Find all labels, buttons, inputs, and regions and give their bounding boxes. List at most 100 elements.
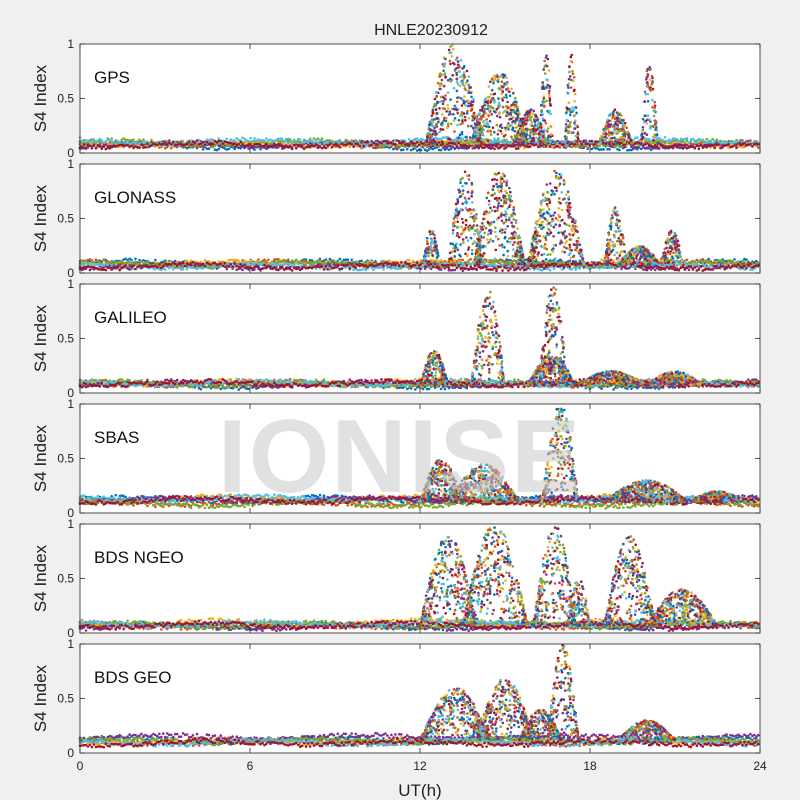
data-point	[652, 138, 655, 142]
data-point	[646, 81, 649, 84]
data-point	[314, 143, 318, 147]
data-point	[446, 91, 450, 94]
data-point	[499, 74, 503, 78]
data-point	[623, 130, 626, 134]
data-point	[464, 88, 468, 92]
data-point	[528, 116, 532, 119]
data-point	[501, 85, 505, 89]
data-point	[235, 137, 238, 140]
data-point	[496, 80, 500, 83]
data-point	[545, 78, 549, 81]
data-point	[673, 139, 677, 142]
data-point	[648, 118, 651, 121]
data-point	[612, 110, 616, 113]
data-point	[574, 106, 577, 109]
data-point	[542, 68, 545, 71]
data-point	[630, 141, 633, 145]
data-point	[602, 148, 605, 151]
data-point	[636, 148, 639, 151]
data-point	[435, 132, 439, 135]
data-point	[330, 139, 334, 143]
data-point	[528, 145, 532, 148]
data-point	[453, 117, 457, 120]
data-point	[520, 132, 524, 136]
data-point	[437, 141, 441, 144]
data-point	[456, 63, 460, 67]
data-point	[431, 121, 435, 125]
data-point	[330, 145, 334, 149]
data-point	[287, 137, 290, 141]
data-point	[567, 101, 571, 105]
data-point	[565, 135, 568, 139]
data-point	[444, 76, 447, 79]
data-point	[464, 81, 468, 85]
data-point	[681, 147, 685, 150]
data-point	[580, 143, 584, 146]
data-point	[441, 102, 445, 106]
data-point	[534, 123, 537, 127]
data-point	[350, 139, 354, 142]
data-point	[380, 146, 383, 149]
data-point	[511, 128, 514, 132]
data-point	[475, 117, 479, 120]
data-point	[185, 142, 189, 145]
data-point	[640, 137, 643, 141]
data-point	[567, 77, 571, 81]
data-point	[310, 140, 314, 143]
data-point	[449, 98, 452, 101]
data-point	[237, 259, 240, 263]
data-point	[479, 144, 482, 148]
data-point	[493, 99, 496, 102]
data-point	[575, 142, 579, 145]
data-point	[540, 108, 544, 112]
data-point	[154, 258, 157, 262]
data-point	[641, 117, 645, 121]
data-point	[590, 139, 593, 143]
data-point	[505, 105, 508, 108]
data-point	[525, 116, 529, 120]
data-point	[465, 135, 468, 139]
data-point	[497, 137, 500, 140]
data-point	[505, 146, 508, 149]
data-point	[80, 145, 84, 148]
data-point	[597, 142, 600, 146]
data-point	[505, 113, 509, 116]
data-point	[479, 125, 483, 128]
data-point	[501, 139, 504, 142]
data-point	[608, 148, 611, 151]
data-point	[285, 140, 288, 143]
data-point	[570, 131, 574, 135]
scatter-points	[78, 44, 760, 152]
data-point	[249, 136, 252, 140]
data-point	[687, 141, 691, 144]
data-point	[545, 64, 549, 68]
data-point	[645, 76, 649, 79]
data-point	[528, 134, 532, 137]
data-point	[533, 128, 537, 131]
data-point	[745, 258, 748, 261]
data-point	[673, 143, 677, 146]
data-point	[415, 149, 419, 152]
data-point	[472, 97, 475, 101]
data-point	[447, 113, 451, 116]
data-point	[574, 134, 578, 138]
data-point	[643, 120, 646, 124]
data-point	[600, 148, 603, 151]
data-point	[530, 140, 533, 143]
data-point	[442, 65, 446, 68]
data-point	[235, 145, 238, 149]
data-point	[146, 142, 149, 146]
data-point	[616, 124, 620, 127]
data-point	[489, 93, 493, 96]
data-point	[446, 122, 450, 125]
data-point	[438, 84, 442, 87]
data-point	[275, 146, 278, 149]
data-point	[460, 104, 464, 107]
data-point	[221, 142, 225, 145]
data-point	[166, 143, 169, 147]
data-point	[100, 139, 104, 142]
data-point	[346, 258, 350, 262]
data-point	[511, 120, 515, 124]
data-point	[505, 138, 508, 142]
